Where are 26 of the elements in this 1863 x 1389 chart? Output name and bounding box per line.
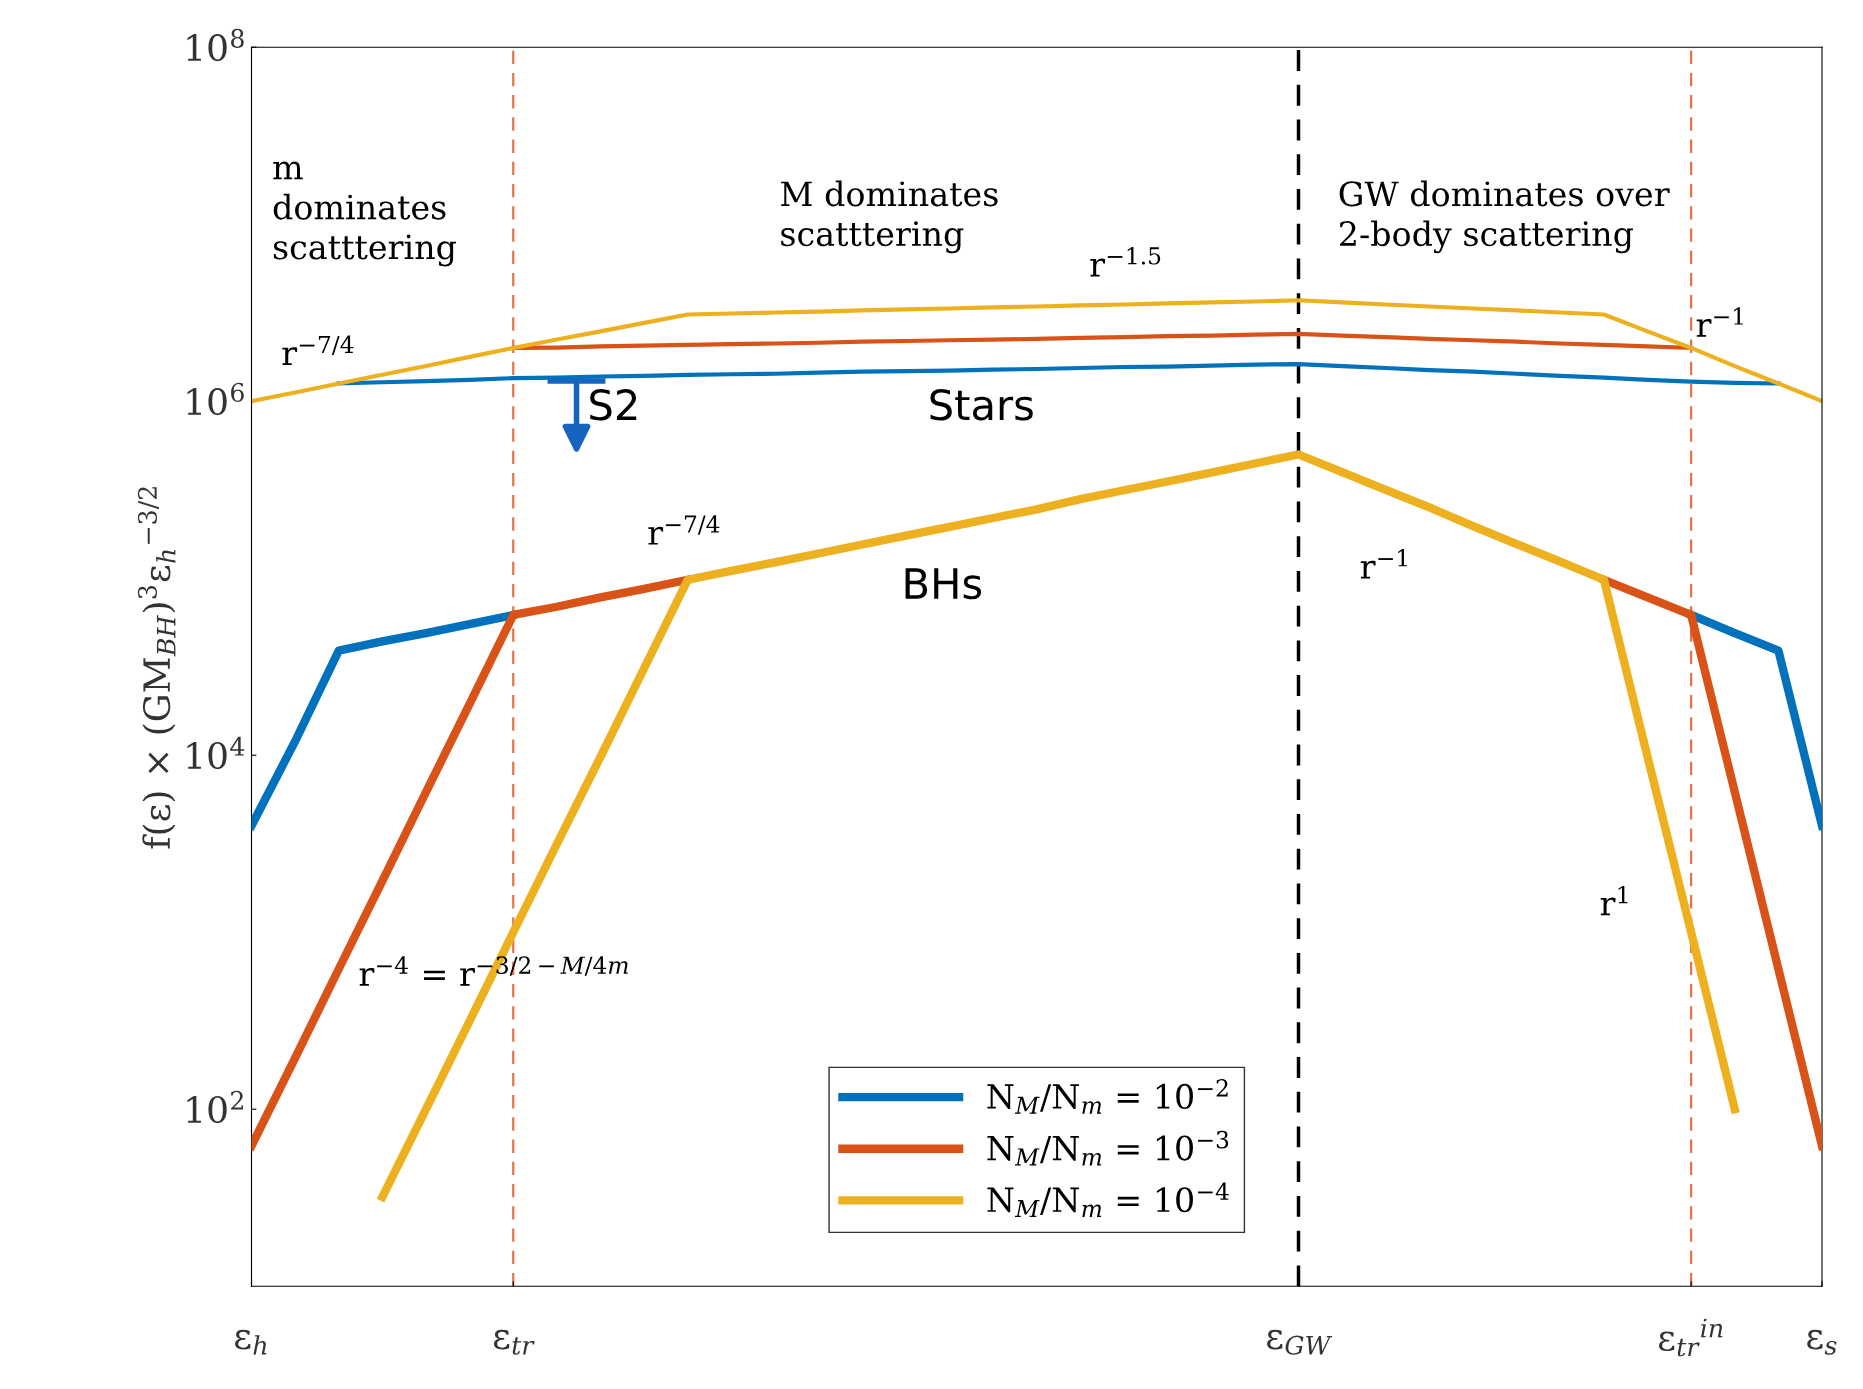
annotation: r$^{−7/4}$ <box>648 515 720 545</box>
legend-label: N$_{M}$/N$_{m}$ = 10$^{−4}$ <box>987 1182 1229 1218</box>
y-axis-title: f(ε) × (GM$_{BH}$)$^{3}$ε$_{h}$$^{−3/2}$ <box>137 487 176 849</box>
x-tick-label: ε$_{tr}$ <box>493 1329 535 1355</box>
annotation: r$^{−7/4}$ <box>282 335 354 365</box>
annotation: Stars <box>930 389 1033 421</box>
x-tick-label: ε$_{GW}$ <box>1267 1329 1333 1355</box>
x-tick-label: ε$_{s}$ <box>1807 1329 1837 1355</box>
y-tick-label: 10$^{6}$ <box>187 382 244 416</box>
annotation: GW dominates over 2-body scattering <box>1339 180 1670 254</box>
x-tick-label: ε$_{h}$ <box>235 1329 267 1355</box>
annotation: m dominates scatttering <box>273 161 456 267</box>
legend-label: N$_{M}$/N$_{m}$ = 10$^{−3}$ <box>987 1130 1229 1166</box>
annotation: r$^{−1}$ <box>1696 307 1743 337</box>
y-tick-label: 10$^{8}$ <box>187 28 244 62</box>
y-tick-label: 10$^{2}$ <box>187 1090 243 1124</box>
y-tick-label: 10$^{4}$ <box>187 736 245 770</box>
line-series <box>336 362 1781 386</box>
annotation: M dominates scatttering <box>781 180 998 254</box>
annotation: S2 <box>590 389 637 421</box>
annotation: r$^{−1.5}$ <box>1090 246 1161 277</box>
annotation: r$^{−1}$ <box>1360 549 1407 579</box>
annotation: BHs <box>905 568 982 600</box>
annotation: r$^{1}$ <box>1600 885 1628 916</box>
x-tick-label: ε$_{tr}$$^{in}$ <box>1658 1318 1723 1357</box>
legend-label: N$_{M}$/N$_{m}$ = 10$^{−2}$ <box>987 1079 1228 1114</box>
